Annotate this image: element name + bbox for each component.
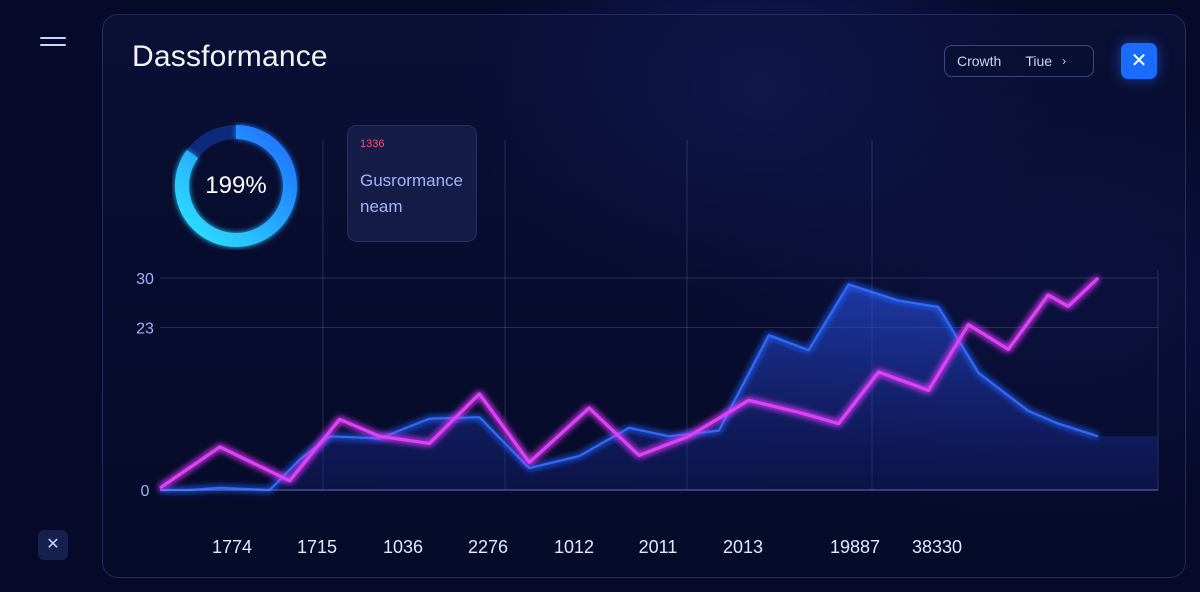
x-tick-label: 38330 [912,537,962,557]
info-card-line1: Gusrormance [360,171,463,190]
x-axis-ticks: 1774 1715 1036 2276 1012 2011 2013 19887 38330 [212,537,962,557]
sidebar-close-icon[interactable]: ✕ [38,530,68,560]
chevron-right-icon[interactable]: › [1062,54,1067,68]
x-tick-label: 2276 [468,537,508,557]
x-tick-label: 2013 [723,537,763,557]
series-line-blue [160,283,1099,492]
x-tick-label: 1774 [212,537,252,557]
info-card-text: Gusrormance neam [360,168,475,220]
x-tick-label: 1036 [383,537,423,557]
filter-group[interactable]: Crowth Tiue › [944,45,1094,77]
x-tick-label: 19887 [830,537,880,557]
series-line-magenta [159,276,1100,490]
x-tick-label: 1715 [297,537,337,557]
y-tick-label: 0 [141,483,150,500]
info-card-tag: 1336 [360,138,385,150]
info-card-line2: neam [360,197,403,216]
donut-percent-label: 199% [205,172,267,199]
page-title: Dassformance [132,40,328,73]
series-area-fill [160,284,1158,490]
y-axis-ticks: 0 23 30 [136,271,154,500]
menu-line [40,44,66,46]
progress-donut [175,125,297,247]
x-tick-label: 1012 [554,537,594,557]
filter-time[interactable]: Tiue [1025,53,1053,69]
donut-arc [175,125,297,247]
hamburger-icon[interactable] [38,34,68,50]
x-tick-label: 2011 [639,537,678,557]
filter-growth[interactable]: Crowth [957,53,1002,69]
y-tick-label: 23 [136,320,154,337]
chart-series [159,276,1158,492]
info-card [347,125,477,242]
y-tick-label: 30 [136,271,154,288]
menu-line [40,37,66,39]
close-button[interactable]: ✕ [1121,43,1157,79]
